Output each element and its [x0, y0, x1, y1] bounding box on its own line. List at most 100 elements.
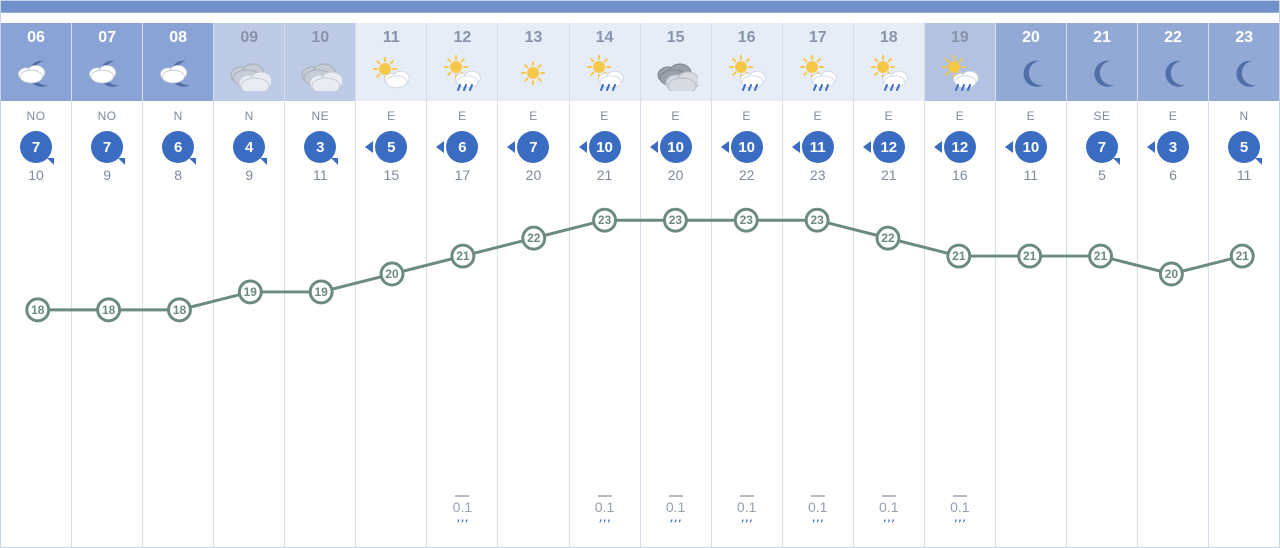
hour-column[interactable]: 09 N49 — [214, 23, 285, 547]
wind-gust: 10 — [28, 167, 44, 183]
hour-label: 22 — [1138, 29, 1208, 47]
wind-direction: NE — [311, 109, 329, 123]
wind-speed-badge: 11 — [802, 131, 834, 163]
temp-zone — [214, 183, 284, 547]
hour-column[interactable]: 08 N68 — [143, 23, 214, 547]
hour-label: 15 — [641, 29, 711, 47]
wind-speed-value: 7 — [529, 139, 537, 156]
weather-icon — [72, 51, 142, 95]
wind-speed-value: 3 — [316, 139, 324, 156]
wind-corner-icon — [260, 158, 267, 165]
temp-zone — [854, 183, 924, 547]
hour-column[interactable]: 19 E1216 0.1 ՚՚՚ — [925, 23, 996, 547]
wind-speed-badge: 6 — [162, 131, 194, 163]
hour-column[interactable]: 13 E720 — [498, 23, 569, 547]
weather-icon — [214, 51, 284, 95]
wind-speed-badge: 10 — [589, 131, 621, 163]
precip-bar-icon — [953, 495, 967, 497]
hour-column[interactable]: 10 NE 3 11 — [285, 23, 356, 547]
wind-gust: 20 — [668, 167, 684, 183]
wind-speed-value: 7 — [1098, 139, 1106, 156]
wind-arrow-icon — [507, 141, 515, 153]
wind-corner-icon — [331, 158, 338, 165]
hour-column[interactable]: 12 E617 0.1 ՚՚՚ — [427, 23, 498, 547]
temp-zone — [641, 183, 711, 547]
hour-header: 06 — [1, 23, 71, 101]
wind-speed-badge: 12 — [944, 131, 976, 163]
precip-drops-icon: ՚՚՚ — [570, 517, 640, 533]
wind-speed-badge: 7 — [517, 131, 549, 163]
weather-icon — [925, 51, 995, 95]
hour-column[interactable]: 17 E1123 0.1 ՚՚՚ — [783, 23, 854, 547]
precip-drops-icon: ՚՚՚ — [712, 517, 782, 533]
hour-column[interactable]: 11 E515 — [356, 23, 427, 547]
precip-block: 0.1 ՚՚՚ — [854, 495, 924, 533]
precip-block: 0.1 ՚՚՚ — [712, 495, 782, 533]
hour-column[interactable]: 20E1011 — [996, 23, 1067, 547]
precip-bar-icon — [740, 495, 754, 497]
weather-icon — [570, 51, 640, 95]
hour-header: 13 — [498, 23, 568, 101]
temp-zone — [925, 183, 995, 547]
hour-column[interactable]: 18 E1221 0.1 ՚՚՚ — [854, 23, 925, 547]
wind-direction: N — [245, 109, 254, 123]
wind-direction: E — [956, 109, 965, 123]
wind-arrow-icon — [650, 141, 658, 153]
precip-block: 0.1 ՚՚՚ — [427, 495, 497, 533]
temp-zone — [498, 183, 568, 547]
wind-speed-value: 10 — [596, 139, 613, 156]
wind-gust: 8 — [174, 167, 182, 183]
weather-icon — [996, 51, 1066, 95]
wind-gust: 17 — [455, 167, 471, 183]
weather-icon — [356, 51, 426, 95]
wind-speed-badge: 10 — [731, 131, 763, 163]
wind-gust: 11 — [1024, 167, 1039, 183]
hour-label: 10 — [285, 29, 355, 47]
wind-speed-value: 5 — [1240, 139, 1248, 156]
wind-speed-badge: 3 — [1157, 131, 1189, 163]
hour-label: 19 — [925, 29, 995, 47]
hour-column[interactable]: 23N511 — [1209, 23, 1279, 547]
wind-corner-icon — [1255, 158, 1262, 165]
precip-value: 0.1 — [925, 499, 995, 515]
precip-value: 0.1 — [570, 499, 640, 515]
wind-direction: E — [387, 109, 396, 123]
weather-icon — [143, 51, 213, 95]
wind-arrow-icon — [579, 141, 587, 153]
wind-speed-value: 11 — [810, 139, 826, 156]
wind-direction: E — [742, 109, 751, 123]
hour-label: 07 — [72, 29, 142, 47]
wind-speed-badge: 3 — [304, 131, 336, 163]
precip-bar-icon — [811, 495, 825, 497]
temp-zone — [1067, 183, 1137, 547]
hour-header: 08 — [143, 23, 213, 101]
precip-value: 0.1 — [712, 499, 782, 515]
weather-icon — [1067, 51, 1137, 95]
hour-column[interactable]: 22E36 — [1138, 23, 1209, 547]
weather-icon — [1209, 51, 1279, 95]
hour-column[interactable]: 14 E1021 0.1 ՚՚՚ — [570, 23, 641, 547]
hour-column[interactable]: 21SE75 — [1067, 23, 1138, 547]
hour-header: 21 — [1067, 23, 1137, 101]
wind-corner-icon — [1113, 158, 1120, 165]
precip-bar-icon — [455, 495, 469, 497]
wind-corner-icon — [118, 158, 125, 165]
hour-header: 11 — [356, 23, 426, 101]
hour-column[interactable]: 15 E1020 0.1 ՚՚՚ — [641, 23, 712, 547]
hour-column[interactable]: 07 NO79 — [72, 23, 143, 547]
hour-header: 19 — [925, 23, 995, 101]
hour-column[interactable]: 16 E1022 0.1 ՚՚՚ — [712, 23, 783, 547]
wind-direction: NO — [98, 109, 117, 123]
wind-gust: 11 — [1237, 167, 1252, 183]
wind-arrow-icon — [436, 141, 444, 153]
hour-header: 15 — [641, 23, 711, 101]
hour-column[interactable]: 06 NO710 — [1, 23, 72, 547]
wind-corner-icon — [47, 158, 54, 165]
wind-speed-value: 10 — [738, 139, 755, 156]
weather-hourly-panel: 06 NO71007 NO7908 N6809 N4910 NE31111 E5… — [0, 0, 1280, 548]
wind-gust: 11 — [313, 167, 328, 183]
precip-bar-icon — [669, 495, 683, 497]
hour-label: 17 — [783, 29, 853, 47]
weather-icon — [285, 51, 355, 95]
weather-icon — [641, 51, 711, 95]
